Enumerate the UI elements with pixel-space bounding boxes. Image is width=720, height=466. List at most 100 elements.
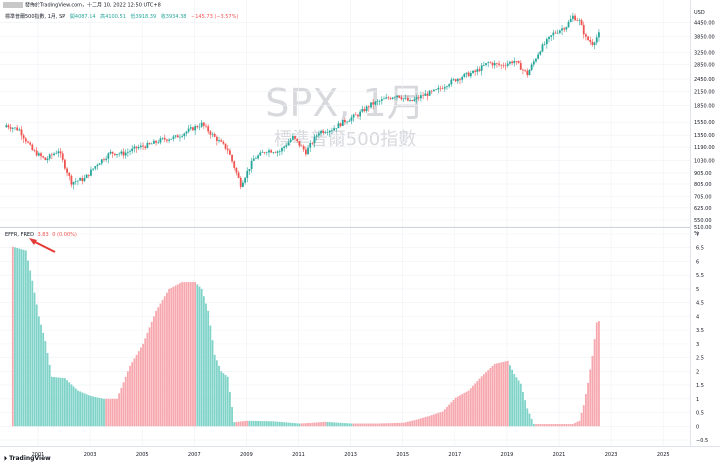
candle-body [261,152,264,153]
candle-body [439,87,442,89]
candle-body [109,151,112,154]
price-tick-label: 2450.00 [694,77,715,83]
effr-bar [268,421,270,427]
effr-bar [532,424,535,427]
candle-body [281,148,283,152]
price-axis[interactable]: USD 4450.00 3850.00 3250.00 2850.00 2450.00 21… [694,10,715,231]
candle-body [474,70,477,72]
indicator-tick-label: 3.5 [696,328,704,334]
candle-body [209,131,212,135]
candle-body [105,158,108,161]
indicator-name[interactable]: EFFR, FRED [5,232,34,238]
price-tick-label: 625.00 [694,206,712,212]
effr-bar [509,365,511,427]
candle-body [252,158,255,161]
effr-bar [20,249,23,427]
effr-bar [79,391,81,427]
candle-body [485,63,487,65]
candle-body [166,139,168,141]
candle-body [398,95,401,98]
effr-bar [265,421,268,427]
candle-body [493,63,496,66]
candle-body [530,64,533,71]
indicator-unit-label: % [694,231,699,237]
candle-body [467,72,470,77]
candle-body [309,143,312,148]
effr-bar [250,420,253,427]
candle-body [142,145,144,147]
indicator-axis[interactable]: %7 6.5 6 5.5 5 4.5 4 3.5 3 2.5 2 1.5 1 0.5 0 −0.5 [694,231,708,444]
effr-bar [133,358,136,427]
candle-body [326,132,329,133]
effr-bar [567,424,570,427]
effr-bar [304,423,307,427]
tradingview-logo[interactable]: ⏵ TradingView [4,455,51,463]
effr-bar [57,377,60,427]
effr-bar [526,408,529,427]
candle-body [426,93,429,96]
candle-body [196,126,199,128]
candle-body [378,100,381,102]
effr-bar [98,397,101,427]
grid-lines [0,0,690,446]
effr-bar [441,411,444,427]
effr-bar [409,421,411,427]
effr-bar [48,364,51,427]
annotation-arrowhead [29,238,37,245]
candle-body [452,79,455,80]
candle-body [454,79,457,82]
publish-header: 發佈於TradingView.com，十二月 10, 2022 12:50 UT… [3,2,161,10]
effr-bar [404,422,407,427]
candle-body [72,181,75,185]
candle-body [441,88,444,89]
candle-body [298,140,301,146]
candle-body [220,140,223,142]
candle-body [324,132,327,133]
effr-bar [435,413,438,427]
candle-body [502,65,505,66]
effr-bar [174,285,177,427]
candle-body [131,148,134,152]
effr-bar [72,386,75,427]
effr-bar [291,422,294,427]
effr-bar [519,383,522,427]
effr-bar [59,377,62,427]
symbol-info-bar[interactable]: 標準普爾500指數, 1月, SP 開4087.14 高4100.51 低391… [5,13,238,20]
indicator-legend[interactable]: EFFR, FRED 3.83 0 (0.00%) [5,232,77,238]
effr-bar [496,363,498,427]
effr-bar [361,423,364,427]
candle-body [137,147,140,149]
effr-bar [18,248,21,427]
price-tick-label: 510.00 [694,225,712,231]
candle-body [561,28,563,31]
candle-body [317,133,320,136]
effr-bar [448,404,451,427]
effr-bar [44,341,47,427]
candle-body [409,100,411,101]
effr-bar [487,370,490,427]
candle-body [370,102,372,108]
candle-body [413,99,416,101]
indicator-tick-label: 3 [696,342,699,348]
effr-bar [40,324,42,427]
candle-body [172,136,175,139]
candle-body [417,97,420,99]
candle-body [79,178,81,181]
candle-body [29,142,32,145]
effr-bar [246,420,249,427]
effr-bar [272,421,275,427]
effr-bar [105,398,108,427]
effr-bar [85,394,88,427]
candle-body [224,143,227,149]
candle-body [443,87,446,89]
effr-bar [31,280,34,427]
time-axis[interactable]: 2001 2003 2005 2007 2009 2011 2013 2015 2017 2019… [32,452,670,458]
candle-body [248,169,251,171]
effr-bar [446,406,448,427]
symbol-name[interactable]: 標準普爾500指數, 1月, SP [5,14,66,20]
effr-bar [29,270,32,427]
effr-bar [96,397,99,427]
candle-body [515,60,518,62]
candle-body [339,123,342,126]
